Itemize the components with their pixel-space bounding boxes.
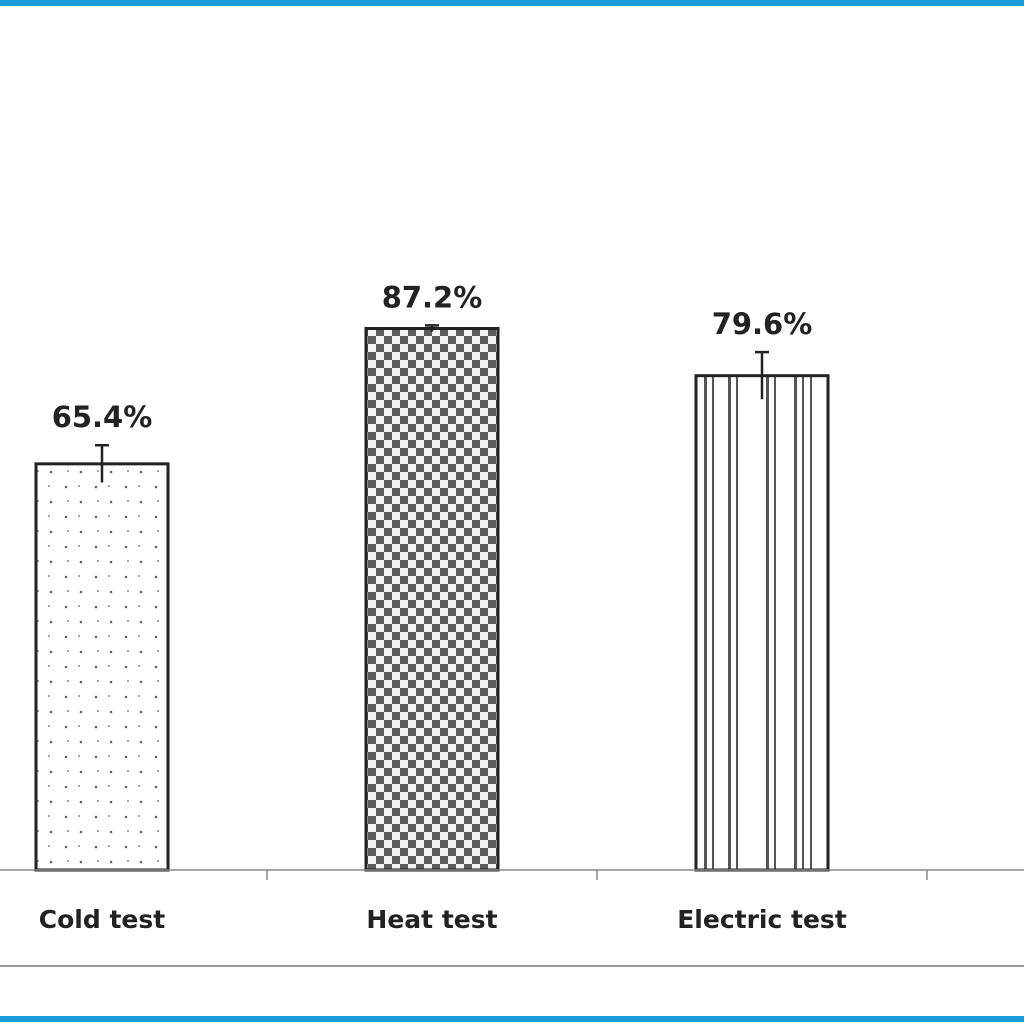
data-label: 65.4% (52, 400, 153, 434)
data-label: 79.6% (712, 307, 813, 341)
tick-label: Cold test (39, 905, 165, 934)
bar-cold-test (34, 462, 170, 872)
tick-label: Electric test (677, 905, 847, 934)
data-label: 87.2% (382, 280, 483, 314)
bottom-border (0, 1016, 1024, 1022)
bar-electric-test (694, 374, 830, 872)
bar-heat-test (364, 326, 500, 872)
tick-label: Heat test (366, 905, 497, 934)
top-border (0, 0, 1024, 6)
